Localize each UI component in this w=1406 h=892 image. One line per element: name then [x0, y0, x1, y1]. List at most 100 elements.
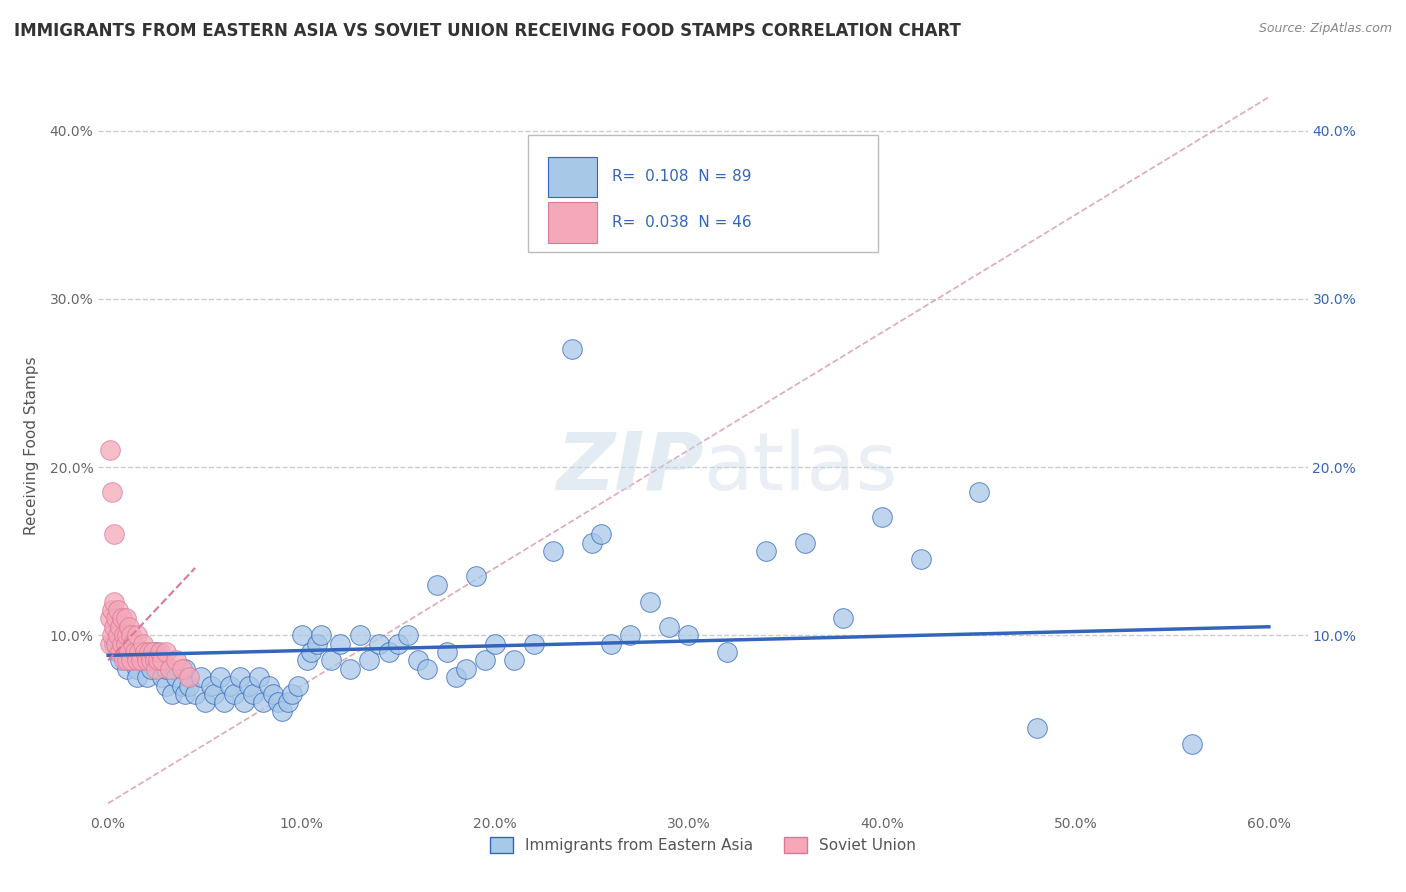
Point — [112, 653, 135, 667]
Point — [349, 628, 371, 642]
Point — [134, 645, 156, 659]
Point — [170, 662, 193, 676]
Point — [416, 662, 439, 676]
Point — [114, 611, 136, 625]
Point — [870, 510, 893, 524]
Point — [377, 645, 399, 659]
Text: Source: ZipAtlas.com: Source: ZipAtlas.com — [1258, 22, 1392, 36]
Point — [267, 695, 290, 709]
Point — [219, 679, 242, 693]
Point — [122, 636, 145, 650]
Point — [103, 527, 125, 541]
FancyBboxPatch shape — [527, 135, 879, 252]
Point — [793, 535, 815, 549]
Point — [200, 679, 222, 693]
Point — [387, 636, 409, 650]
Text: R=  0.108  N = 89: R= 0.108 N = 89 — [613, 169, 752, 185]
Point — [252, 695, 274, 709]
Point — [104, 636, 127, 650]
Point — [143, 653, 166, 667]
Text: atlas: atlas — [703, 429, 897, 507]
Point — [112, 628, 135, 642]
Point — [101, 603, 124, 617]
Point — [232, 695, 254, 709]
Point — [174, 662, 197, 676]
Point — [104, 611, 127, 625]
Point — [194, 695, 217, 709]
Text: R=  0.038  N = 46: R= 0.038 N = 46 — [613, 215, 752, 229]
Point — [454, 662, 477, 676]
Point — [117, 662, 139, 676]
Point — [297, 653, 319, 667]
Point — [967, 485, 990, 500]
Point — [190, 670, 212, 684]
Point — [118, 645, 141, 659]
Point — [117, 628, 139, 642]
Point — [139, 662, 162, 676]
Point — [474, 653, 496, 667]
Point — [204, 687, 226, 701]
Point — [319, 653, 342, 667]
Point — [107, 645, 129, 659]
Point — [170, 679, 193, 693]
Point — [114, 636, 136, 650]
Point — [619, 628, 641, 642]
Legend: Immigrants from Eastern Asia, Soviet Union: Immigrants from Eastern Asia, Soviet Uni… — [484, 830, 922, 859]
Point — [174, 687, 197, 701]
Point — [305, 636, 328, 650]
Point — [98, 636, 121, 650]
Point — [910, 552, 932, 566]
Point — [716, 645, 738, 659]
Point — [287, 679, 309, 693]
Point — [396, 628, 419, 642]
Point — [299, 645, 322, 659]
Point — [242, 687, 264, 701]
Point — [122, 636, 145, 650]
Point — [281, 687, 304, 701]
Point — [165, 653, 187, 667]
Point — [117, 653, 139, 667]
Point — [120, 628, 142, 642]
Text: IMMIGRANTS FROM EASTERN ASIA VS SOVIET UNION RECEIVING FOOD STAMPS CORRELATION C: IMMIGRANTS FROM EASTERN ASIA VS SOVIET U… — [14, 22, 960, 40]
Point — [155, 679, 177, 693]
Point — [118, 620, 141, 634]
Point — [108, 645, 131, 659]
Point — [165, 670, 187, 684]
Point — [148, 653, 170, 667]
Point — [755, 544, 778, 558]
Point — [132, 636, 155, 650]
Point — [678, 628, 700, 642]
Point — [128, 645, 150, 659]
Text: ZIP: ZIP — [555, 429, 703, 507]
Point — [120, 653, 142, 667]
Point — [638, 594, 661, 608]
Point — [103, 620, 125, 634]
Point — [309, 628, 332, 642]
Point — [132, 645, 155, 659]
Point — [159, 662, 181, 676]
Point — [103, 594, 125, 608]
Point — [658, 620, 681, 634]
Point — [108, 653, 131, 667]
Point — [436, 645, 458, 659]
Point — [145, 662, 167, 676]
Point — [139, 653, 162, 667]
Point — [145, 645, 167, 659]
FancyBboxPatch shape — [548, 157, 596, 197]
Point — [129, 653, 152, 667]
Point — [120, 653, 142, 667]
Point — [406, 653, 429, 667]
Point — [247, 670, 270, 684]
Point — [155, 662, 177, 676]
Point — [184, 687, 207, 701]
Point — [124, 645, 146, 659]
Point — [426, 578, 449, 592]
Point — [1180, 738, 1202, 752]
Point — [339, 662, 361, 676]
Point — [138, 645, 160, 659]
Point — [561, 343, 583, 357]
Point — [368, 636, 391, 650]
Y-axis label: Receiving Food Stamps: Receiving Food Stamps — [24, 357, 38, 535]
Point — [271, 704, 294, 718]
Point — [1025, 721, 1047, 735]
